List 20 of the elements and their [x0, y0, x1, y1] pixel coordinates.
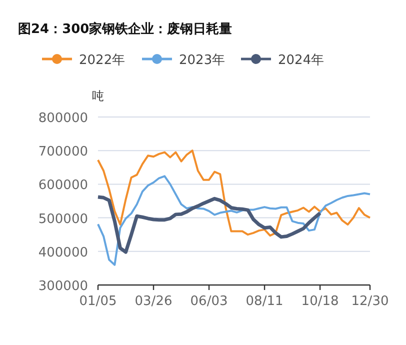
- x-tick-label: 03/26: [134, 294, 172, 309]
- x-tick-label: 12/30: [351, 294, 389, 309]
- legend-label: 2023年: [179, 53, 226, 68]
- chart-title: 图24：300家钢铁企业：废钢日耗量: [18, 21, 232, 37]
- line-series: [97, 150, 371, 237]
- line-series: [97, 175, 371, 266]
- y-tick-label: 700000: [38, 144, 88, 160]
- y-tick-label: 800000: [38, 111, 88, 126]
- x-tick-label: 10/18: [301, 294, 339, 309]
- x-tick-label: 01/05: [79, 294, 117, 309]
- legend-label: 2024年: [278, 53, 324, 68]
- x-tick-label: 06/03: [190, 294, 228, 309]
- legend-label: 2022年: [79, 53, 126, 68]
- x-tick-label: 08/11: [246, 294, 284, 309]
- y-axis-title: 吨: [92, 89, 104, 103]
- y-tick-label: 600000: [38, 178, 88, 194]
- line-series: [96, 195, 322, 254]
- y-tick-label: 500000: [38, 212, 88, 227]
- y-tick-label: 400000: [38, 245, 88, 260]
- y-tick-label: 300000: [38, 279, 88, 294]
